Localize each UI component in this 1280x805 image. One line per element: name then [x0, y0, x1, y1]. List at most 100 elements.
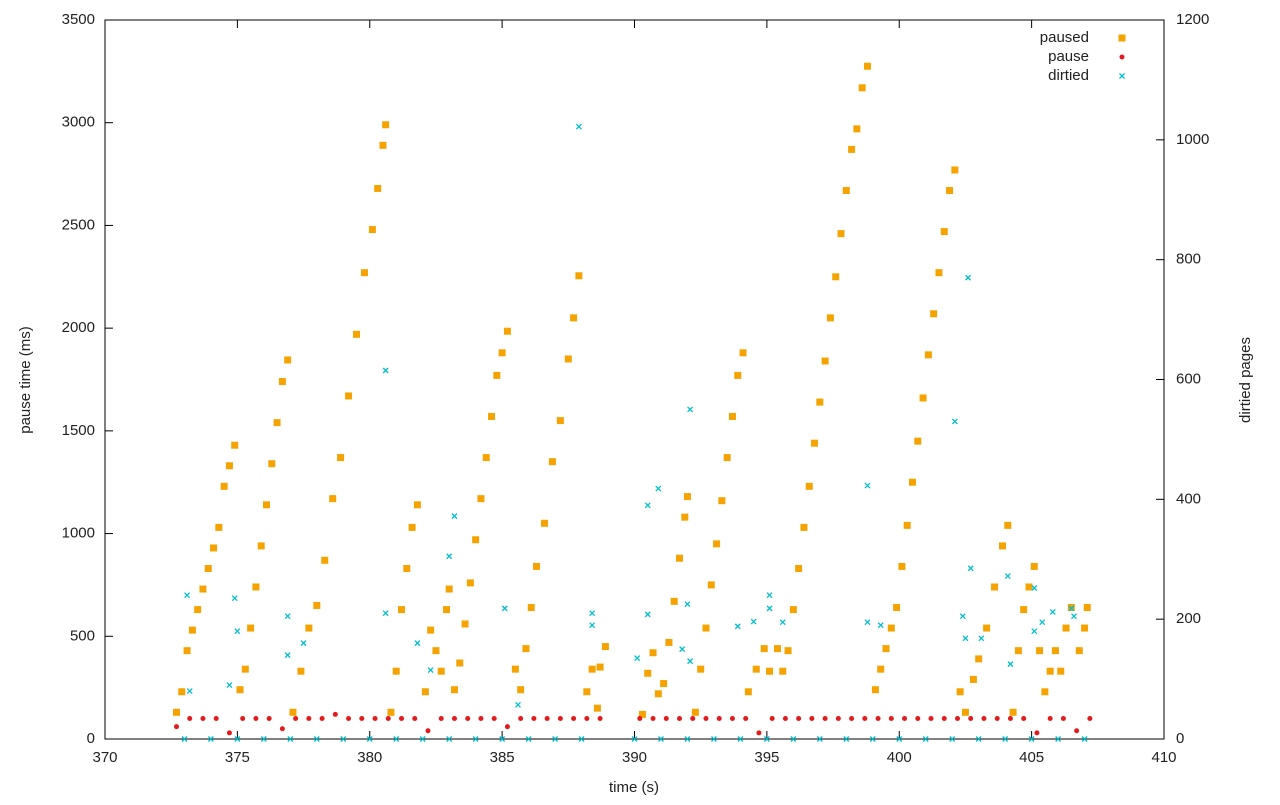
- point: [655, 485, 662, 492]
- point: [739, 349, 747, 357]
- point: [253, 715, 259, 721]
- point: [863, 62, 871, 70]
- point: [1004, 573, 1011, 579]
- point: [790, 736, 797, 742]
- point: [877, 622, 884, 629]
- y2-tick-label: 1000: [1176, 131, 1209, 148]
- point: [1081, 736, 1088, 742]
- point: [1055, 736, 1062, 742]
- point: [658, 736, 664, 742]
- point: [869, 736, 876, 742]
- point: [451, 513, 458, 520]
- point: [340, 736, 347, 742]
- point: [703, 715, 709, 721]
- point: [297, 667, 305, 675]
- point: [231, 595, 238, 602]
- point: [313, 601, 321, 609]
- point: [1049, 609, 1056, 615]
- point: [1062, 624, 1070, 632]
- x-tick-label: 370: [92, 749, 117, 766]
- point: [1057, 667, 1065, 675]
- point: [1075, 647, 1083, 655]
- point: [994, 715, 1000, 721]
- point: [959, 613, 966, 620]
- point: [319, 715, 325, 721]
- point: [353, 330, 361, 338]
- point: [443, 606, 451, 614]
- point: [837, 230, 845, 238]
- point: [540, 519, 548, 527]
- point: [544, 715, 550, 721]
- point: [644, 669, 652, 677]
- point: [915, 715, 921, 721]
- point: [826, 314, 834, 322]
- point: [716, 715, 722, 721]
- point: [875, 715, 881, 721]
- point: [332, 711, 338, 717]
- point: [663, 715, 669, 721]
- point: [1025, 583, 1033, 591]
- point: [451, 715, 457, 721]
- point: [954, 715, 960, 721]
- point: [784, 647, 792, 655]
- point: [445, 585, 453, 593]
- x-tick-label: 380: [357, 749, 382, 766]
- point: [690, 715, 696, 721]
- point: [898, 562, 906, 570]
- point: [465, 715, 471, 721]
- point: [231, 441, 239, 449]
- point: [702, 624, 710, 632]
- point: [968, 715, 974, 721]
- point: [1007, 661, 1014, 668]
- point: [631, 736, 638, 742]
- point: [858, 84, 866, 92]
- point: [412, 715, 418, 721]
- point: [961, 708, 969, 716]
- point: [752, 665, 760, 673]
- point: [687, 406, 694, 413]
- point: [188, 626, 196, 634]
- point: [515, 701, 521, 708]
- point: [679, 646, 686, 653]
- y2-tick-label: 800: [1176, 251, 1201, 268]
- x-tick-label: 410: [1151, 749, 1176, 766]
- point: [194, 606, 202, 614]
- point: [956, 688, 964, 696]
- point: [511, 665, 519, 673]
- point: [756, 730, 762, 736]
- point: [902, 715, 908, 721]
- point: [284, 652, 291, 659]
- y-tick-label: 2000: [62, 319, 95, 336]
- point: [392, 667, 400, 675]
- point: [684, 601, 691, 608]
- point: [446, 736, 453, 742]
- point: [584, 715, 590, 721]
- point: [769, 715, 775, 721]
- x-tick-label: 385: [490, 749, 515, 766]
- point: [649, 649, 657, 657]
- point: [729, 715, 735, 721]
- point: [864, 482, 871, 489]
- x-axis-label: time (s): [609, 779, 659, 796]
- point: [882, 645, 890, 653]
- point: [1031, 585, 1038, 591]
- y2-tick-label: 0: [1176, 730, 1184, 747]
- plot-frame: [104, 19, 1165, 740]
- point: [949, 736, 956, 742]
- point: [919, 394, 927, 402]
- point: [589, 610, 596, 617]
- y-tick-label: 2500: [62, 216, 95, 233]
- point: [570, 314, 578, 322]
- x-tick-label: 375: [225, 749, 250, 766]
- point: [1071, 613, 1077, 620]
- point: [634, 655, 641, 662]
- point: [372, 715, 378, 721]
- point: [241, 665, 249, 673]
- point: [215, 523, 223, 531]
- point: [213, 715, 219, 721]
- point: [583, 688, 591, 696]
- point: [503, 327, 511, 335]
- point: [382, 121, 390, 129]
- point: [518, 715, 524, 721]
